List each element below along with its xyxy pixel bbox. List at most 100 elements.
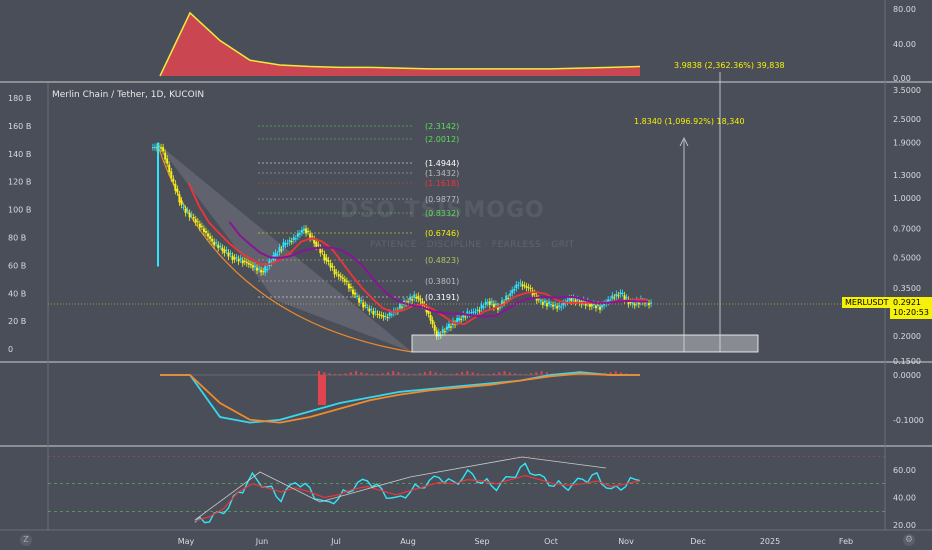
- candle-body: [325, 257, 328, 262]
- fib-label: (0.8332): [425, 209, 459, 218]
- candle-body: [245, 262, 248, 264]
- candle-body: [578, 300, 581, 303]
- candle-body: [421, 301, 424, 306]
- candle-body: [288, 240, 291, 243]
- candle-body: [266, 268, 269, 270]
- candle-body: [511, 290, 514, 294]
- candle-body: [552, 304, 555, 307]
- candle-body: [174, 183, 177, 191]
- macd-bar: [461, 372, 464, 375]
- candle-body: [513, 288, 516, 291]
- candle-body: [458, 317, 461, 321]
- fib-label: (1.1618): [425, 179, 459, 188]
- ma-slow: [228, 221, 649, 318]
- rsi-tick: 60.00: [893, 466, 916, 475]
- macd-bar: [434, 372, 437, 375]
- candle-body: [474, 311, 477, 313]
- candle-body: [168, 164, 171, 173]
- price-tick: 1.3000: [893, 171, 921, 180]
- candle-body: [637, 302, 640, 305]
- candle-body: [617, 295, 620, 297]
- candle-body: [227, 252, 230, 257]
- settings-icon[interactable]: ⚙: [903, 534, 915, 546]
- candle-body: [547, 301, 550, 304]
- macd-bar: [318, 375, 326, 405]
- candle-body: [545, 303, 548, 307]
- axes: 80.00 40.00 0.00 3.5000 2.5000 1.9000 1.3000 1.…: [8, 5, 924, 546]
- candle-body: [180, 200, 183, 205]
- candle-body: [176, 188, 179, 193]
- fib-label: (2.3142): [425, 122, 459, 131]
- macd-bar: [397, 372, 400, 375]
- macd-bar: [508, 372, 511, 375]
- timezone-icon[interactable]: Z: [20, 534, 32, 546]
- candle-body: [286, 242, 289, 244]
- candle-body: [258, 268, 261, 270]
- candle-body: [380, 315, 383, 317]
- candle-body: [449, 326, 452, 328]
- time-tick: Feb: [839, 537, 853, 546]
- candle-body: [543, 300, 546, 303]
- macd-bar: [524, 373, 527, 375]
- candle-body: [490, 301, 493, 303]
- candle-body: [633, 303, 636, 306]
- rsi-ma-line: [194, 474, 641, 522]
- candle-body: [209, 236, 212, 239]
- macd-bar: [545, 372, 548, 375]
- candle-body: [433, 324, 436, 331]
- candle-body: [327, 260, 330, 262]
- candle-body: [217, 244, 220, 249]
- candle-body: [207, 233, 210, 237]
- candle-body: [178, 194, 181, 203]
- candle-body: [278, 247, 281, 253]
- macd-bar: [471, 372, 474, 375]
- candle-body: [523, 285, 526, 287]
- candle-body: [572, 297, 575, 300]
- candle-body: [290, 241, 293, 243]
- time-tick: Nov: [618, 537, 634, 546]
- fib-label: (1.4944): [425, 159, 459, 168]
- fib-label: (0.3191): [425, 293, 459, 302]
- candle-body: [413, 294, 416, 298]
- candle-body: [190, 214, 193, 216]
- candle-body: [194, 219, 197, 223]
- fib-label: (2.0012): [425, 135, 459, 144]
- candle-body: [431, 319, 434, 325]
- bar-countdown: 10:20:53: [893, 308, 929, 317]
- candle-body: [294, 238, 297, 240]
- macd-bar: [466, 371, 469, 375]
- candle-body: [256, 267, 259, 271]
- volume-scale-tick: 140 B: [8, 150, 31, 159]
- candle-body: [623, 295, 626, 300]
- candle-body: [184, 208, 187, 213]
- candle-body: [239, 258, 242, 260]
- candle-body: [298, 233, 301, 235]
- candle-body: [345, 281, 348, 283]
- last-price: 0.2921: [893, 298, 921, 307]
- candle-body: [241, 260, 244, 264]
- candle-body: [411, 299, 414, 301]
- candle-body: [390, 314, 393, 316]
- volume-area: [160, 12, 640, 76]
- symbol-label: MERLUSDT: [842, 297, 892, 308]
- macd-bar: [514, 373, 517, 375]
- last-price-badge: 0.2921 10:20:53: [890, 297, 932, 319]
- candle-body: [472, 311, 475, 313]
- candle-body: [521, 284, 524, 287]
- fib-label: (0.6746): [425, 229, 459, 238]
- macd-bar: [360, 372, 363, 375]
- macd-bar: [487, 373, 490, 375]
- measure-label-long: 3.9838 (2,362.36%) 39,838: [674, 61, 785, 70]
- macd-bar: [503, 371, 506, 375]
- time-tick: May: [178, 537, 195, 546]
- candle-body: [164, 152, 167, 160]
- signal-line: [160, 372, 640, 424]
- candle-body: [366, 307, 369, 309]
- macd-bar: [614, 371, 617, 375]
- price-tick: 1.9000: [893, 139, 921, 148]
- candle-body: [305, 228, 308, 234]
- price-panel: 3.9838 (2,362.36%) 39,838 1.8340 (1,096.9…: [48, 61, 885, 353]
- macd-bar: [339, 373, 342, 375]
- rsi-panel: [48, 455, 885, 524]
